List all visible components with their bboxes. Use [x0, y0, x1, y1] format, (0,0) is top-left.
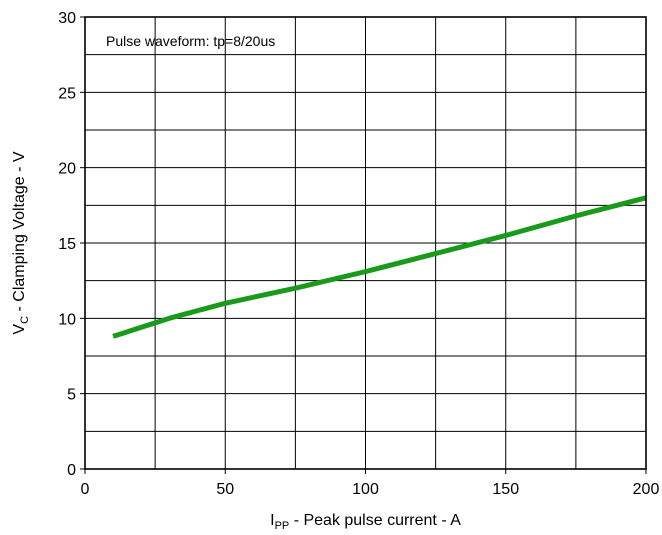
x-tick-label: 100 [352, 481, 379, 498]
x-tick-label: 150 [492, 481, 519, 498]
y-axis-title-rest: - Clamping Voltage - V [11, 151, 28, 316]
x-tick-label: 0 [81, 481, 90, 498]
x-tick-label: 200 [633, 481, 660, 498]
y-tick-label: 30 [58, 10, 76, 27]
y-tick-label: 0 [67, 462, 76, 479]
y-tick-label: 15 [58, 236, 76, 253]
x-tick-label: 50 [216, 481, 234, 498]
x-axis-title-sub: PP [275, 520, 290, 532]
y-axis-title-main: V [11, 324, 28, 335]
y-tick-label: 10 [58, 311, 76, 328]
y-tick-label: 5 [67, 387, 76, 404]
annotation-pulse-waveform: Pulse waveform: tp=8/20us [106, 33, 275, 49]
x-axis-title-rest: - Peak pulse current - A [289, 512, 461, 529]
y-axis-title-sub: C [19, 316, 31, 324]
y-tick-label: 25 [58, 85, 76, 102]
y-tick-label: 20 [58, 161, 76, 178]
